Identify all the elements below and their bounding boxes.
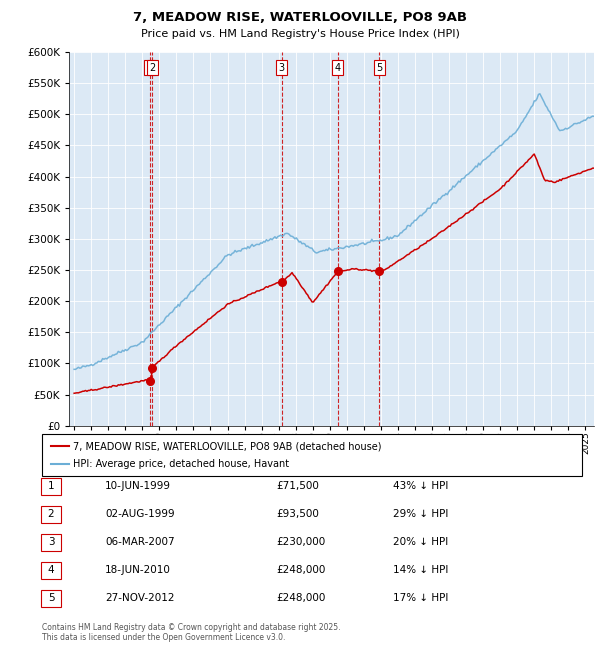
Text: 29% ↓ HPI: 29% ↓ HPI xyxy=(393,509,448,519)
Text: 4: 4 xyxy=(335,62,341,73)
Text: 43% ↓ HPI: 43% ↓ HPI xyxy=(393,481,448,491)
Text: Contains HM Land Registry data © Crown copyright and database right 2025.
This d: Contains HM Land Registry data © Crown c… xyxy=(42,623,341,642)
Text: 7, MEADOW RISE, WATERLOOVILLE, PO8 9AB (detached house): 7, MEADOW RISE, WATERLOOVILLE, PO8 9AB (… xyxy=(73,441,382,451)
Text: 2: 2 xyxy=(149,62,155,73)
Text: 27-NOV-2012: 27-NOV-2012 xyxy=(105,593,175,603)
Text: Price paid vs. HM Land Registry's House Price Index (HPI): Price paid vs. HM Land Registry's House … xyxy=(140,29,460,38)
Text: £230,000: £230,000 xyxy=(276,537,325,547)
Text: 1: 1 xyxy=(147,62,153,73)
Text: 3: 3 xyxy=(278,62,284,73)
Text: 17% ↓ HPI: 17% ↓ HPI xyxy=(393,593,448,603)
Text: 06-MAR-2007: 06-MAR-2007 xyxy=(105,537,175,547)
Text: 18-JUN-2010: 18-JUN-2010 xyxy=(105,565,171,575)
Text: 20% ↓ HPI: 20% ↓ HPI xyxy=(393,537,448,547)
Text: 14% ↓ HPI: 14% ↓ HPI xyxy=(393,565,448,575)
Text: HPI: Average price, detached house, Havant: HPI: Average price, detached house, Hava… xyxy=(73,459,289,469)
Text: 5: 5 xyxy=(376,62,382,73)
Text: £71,500: £71,500 xyxy=(276,481,319,491)
Text: 2: 2 xyxy=(47,509,55,519)
Text: £248,000: £248,000 xyxy=(276,565,325,575)
Text: £93,500: £93,500 xyxy=(276,509,319,519)
Text: 4: 4 xyxy=(47,565,55,575)
Text: 3: 3 xyxy=(47,537,55,547)
Text: 10-JUN-1999: 10-JUN-1999 xyxy=(105,481,171,491)
Text: 02-AUG-1999: 02-AUG-1999 xyxy=(105,509,175,519)
Text: 1: 1 xyxy=(47,481,55,491)
Text: 5: 5 xyxy=(47,593,55,603)
Text: 7, MEADOW RISE, WATERLOOVILLE, PO8 9AB: 7, MEADOW RISE, WATERLOOVILLE, PO8 9AB xyxy=(133,11,467,24)
Text: £248,000: £248,000 xyxy=(276,593,325,603)
